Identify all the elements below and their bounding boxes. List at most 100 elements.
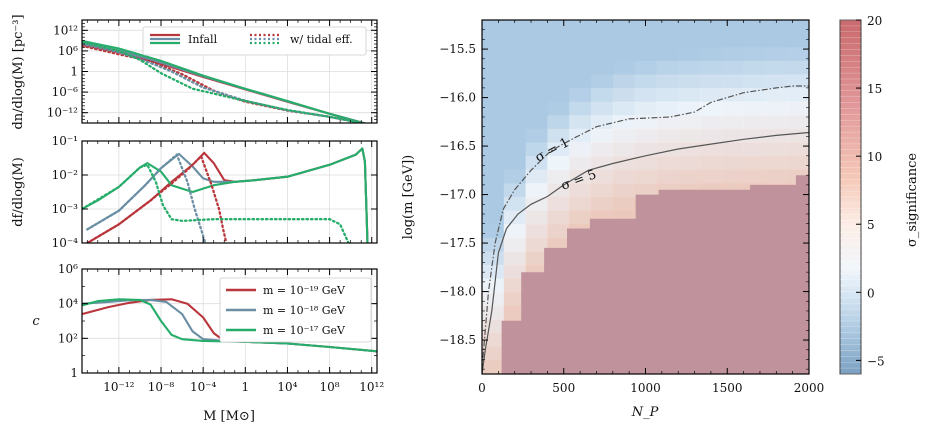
heatmap-cell	[787, 20, 809, 35]
panel-heatmap-significance: 0 500 1000 1500 2000 −15.5 −16.0 −16.5 −17.0 −17.…	[401, 19, 825, 420]
heatmap-y-tick-label: −18.5	[439, 333, 476, 347]
heatmap-cell	[482, 128, 505, 143]
heatmap-cell	[743, 74, 766, 89]
heatmap-cell	[656, 88, 679, 103]
heatmap-cell	[787, 156, 809, 171]
colorbar-tick-label: 20	[867, 14, 882, 28]
legend-tidal-swatch	[250, 33, 280, 45]
heatmap-cell	[634, 183, 657, 198]
heatmap-cell	[678, 156, 701, 171]
heatmap-cell	[787, 115, 809, 130]
heatmap-cell	[525, 60, 548, 75]
heatmap-cell	[765, 20, 788, 35]
heatmap-cell	[612, 183, 635, 198]
heatmap-cell	[525, 142, 548, 157]
heatmap-cell	[612, 101, 635, 116]
panel-bottom-ylabel: c	[32, 314, 40, 329]
heatmap-cell	[743, 169, 766, 184]
heatmap-cell	[700, 101, 723, 116]
heatmap-cell	[612, 33, 635, 48]
heatmap-cell	[503, 305, 526, 320]
heatmap-cell	[569, 115, 592, 130]
heatmap-cell	[591, 142, 614, 157]
colorbar-tick-label: 0	[867, 286, 875, 300]
heatmap-cell	[547, 224, 570, 239]
heatmap-cell	[787, 60, 809, 75]
heatmap-cell	[503, 74, 526, 89]
heatmap-cell	[525, 224, 548, 239]
heatmap-cell	[547, 74, 570, 89]
series-line-dotted-blue	[86, 153, 207, 243]
heatmap-cell	[721, 20, 744, 35]
heatmap-cell	[569, 33, 592, 48]
heatmap-cell	[721, 60, 744, 75]
heatmap-cell	[569, 60, 592, 75]
heatmap-cell	[525, 33, 548, 48]
legend-tidal-label: w/ tidal eff.	[290, 33, 353, 46]
heatmap-cell	[678, 169, 701, 184]
heatmap-cell	[656, 169, 679, 184]
heatmap-cell	[612, 128, 635, 143]
heatmap-cell	[503, 224, 526, 239]
heatmap-cell	[721, 88, 744, 103]
heatmap-cell	[525, 237, 548, 252]
heatmap-cell	[547, 88, 570, 103]
series-line-tidal-green	[82, 40, 367, 123]
heatmap-cell	[569, 47, 592, 62]
heatmap-y-tick-label: −16.0	[439, 91, 476, 105]
y-tick-label: 10⁴	[58, 297, 78, 311]
heatmap-x-tick-label: 500	[552, 381, 575, 395]
heatmap-cell	[678, 20, 701, 35]
heatmap-cell	[482, 156, 505, 171]
heatmap-cell	[482, 101, 505, 116]
heatmap-cell	[634, 88, 657, 103]
heatmap-cell	[787, 33, 809, 48]
heatmap-cell	[700, 60, 723, 75]
heatmap-cell	[525, 169, 548, 184]
panel-top-series	[82, 39, 368, 123]
heatmap-cell	[721, 47, 744, 62]
heatmap-excluded-region	[501, 175, 809, 374]
x-tick-label: 10¹²	[359, 380, 384, 394]
heatmap-cell	[482, 224, 505, 239]
heatmap-cell	[678, 60, 701, 75]
heatmap-cell	[612, 115, 635, 130]
heatmap-cell	[787, 47, 809, 62]
heatmap-cell	[591, 156, 614, 171]
heatmap-cell	[547, 156, 570, 171]
heatmap-cell	[721, 115, 744, 130]
panel-middle-ticks: 10⁻¹ 10⁻² 10⁻³ 10⁻⁴	[52, 134, 377, 250]
heatmap-cell	[569, 183, 592, 198]
heatmap-cell	[612, 47, 635, 62]
heatmap-cell	[569, 210, 592, 225]
heatmap-cell	[547, 20, 570, 35]
heatmap-cell	[482, 33, 505, 48]
y-tick-label: 1	[70, 366, 78, 380]
heatmap-cell	[700, 142, 723, 157]
heatmap-cell	[503, 265, 526, 280]
heatmap-y-tick-label: −18.0	[439, 285, 476, 299]
heatmap-cell	[547, 115, 570, 130]
heatmap-cell	[503, 251, 526, 266]
heatmap-cell	[765, 33, 788, 48]
heatmap-contours	[482, 85, 809, 374]
heatmap-cell	[591, 33, 614, 48]
heatmap-cell	[656, 101, 679, 116]
heatmap-cell	[743, 88, 766, 103]
contour-line-sigma1	[482, 85, 809, 370]
heatmap-cell	[482, 169, 505, 184]
heatmap-cell	[634, 74, 657, 89]
heatmap-cell	[634, 47, 657, 62]
heatmap-x-tick-label: 2000	[794, 381, 825, 395]
heatmap-cell	[591, 88, 614, 103]
heatmap-cell	[525, 251, 548, 266]
heatmap-cell	[721, 33, 744, 48]
heatmap-cell	[700, 115, 723, 130]
heatmap-cell	[612, 197, 635, 212]
heatmap-cell	[743, 33, 766, 48]
panel-bottom-legend-box	[219, 277, 372, 343]
heatmap-cell	[612, 88, 635, 103]
heatmap-y-tick-label: −15.5	[439, 42, 476, 56]
heatmap-cell	[700, 47, 723, 62]
heatmap-cell	[569, 101, 592, 116]
